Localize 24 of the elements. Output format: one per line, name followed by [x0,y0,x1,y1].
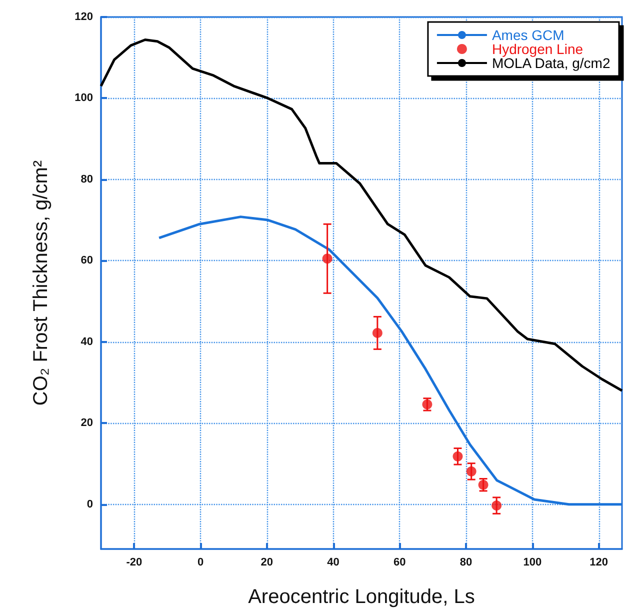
point [466,466,476,476]
x-tick-label: 0 [197,556,204,568]
legend-label: Ames GCM [492,27,564,43]
x-tick-label: -20 [126,556,142,568]
y-tick-label: 120 [74,11,93,23]
x-tick-label: 20 [260,556,274,568]
point [452,451,463,462]
point [372,328,382,338]
point [492,500,502,511]
point [322,254,332,264]
y-axis-title: CO₂ Frost Thickness, g/cm² [30,160,52,406]
x-axis-title: Areocentric Longitude, Ls [248,586,475,608]
y-tick-label: 80 [80,173,93,186]
x-tick-label: 120 [590,556,608,568]
x-tick-label: 100 [523,556,542,568]
y-tick-label: 20 [80,417,93,430]
y-tick-label: 60 [80,254,93,267]
x-tick-label: 60 [394,556,406,568]
y-tick-label: 0 [86,498,93,510]
x-tick-label: 40 [327,556,340,568]
y-tick-label: 40 [80,336,93,348]
legend-label: Hydrogen Line [492,41,584,57]
x-tick-label: 80 [460,556,472,568]
y-tick-label: 100 [74,92,93,104]
